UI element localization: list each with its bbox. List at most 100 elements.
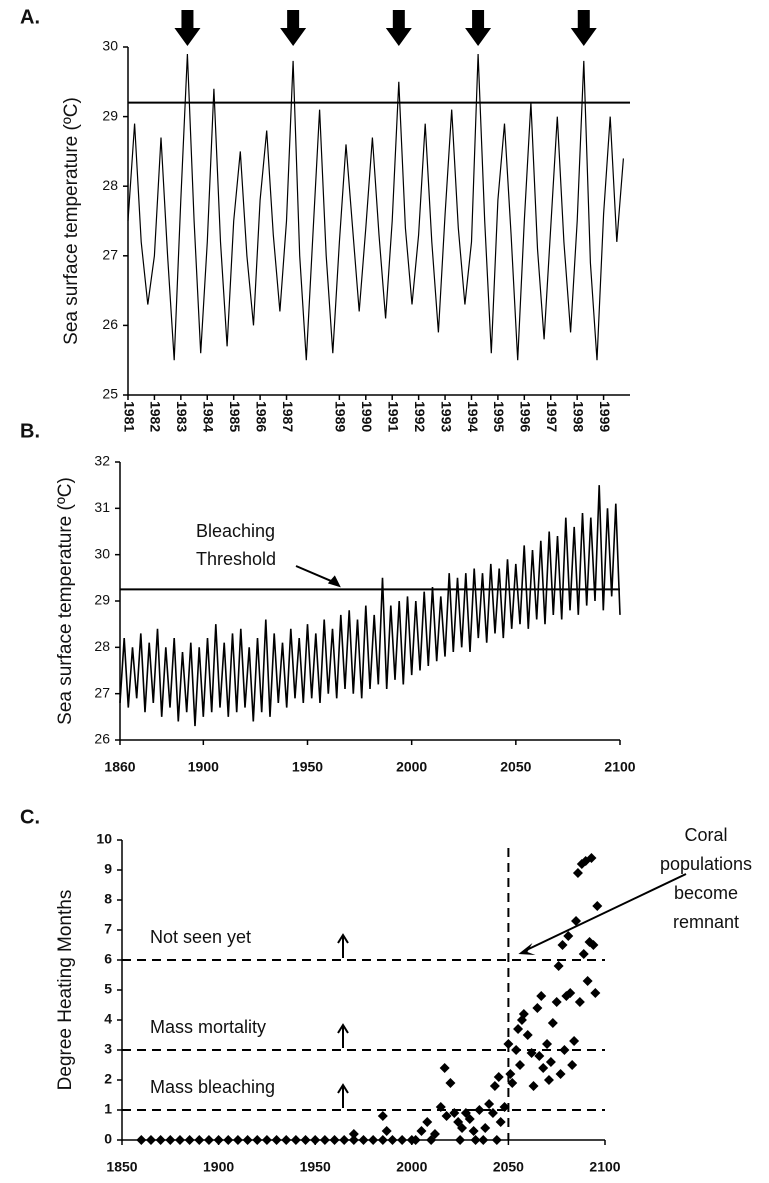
dhm-point <box>551 997 562 1007</box>
x-tick-label: 2050 <box>500 759 531 775</box>
y-tick-label: 26 <box>102 316 118 332</box>
y-axis-label: Degree Heating Months <box>55 890 76 1091</box>
panel-label: A. <box>20 6 40 28</box>
dhm-point <box>572 868 583 878</box>
dhm-point <box>464 1114 475 1124</box>
x-tick-label: 2000 <box>396 759 427 775</box>
dhm-point <box>526 1048 537 1058</box>
up-arrow-head <box>337 1083 349 1094</box>
x-tick-label: 1998 <box>570 401 586 432</box>
bleaching-arrow <box>280 10 307 46</box>
dhm-point <box>387 1135 398 1145</box>
x-tick-label: 1993 <box>438 401 454 432</box>
sst-line <box>119 485 621 727</box>
y-tick-label: 10 <box>96 831 112 847</box>
y-tick-label: 6 <box>104 951 112 967</box>
dhm-point <box>319 1135 330 1145</box>
dhm-point <box>518 1009 529 1019</box>
dhm-point <box>538 1063 549 1073</box>
x-tick-label: 1850 <box>106 1159 137 1175</box>
dhm-point <box>223 1135 234 1145</box>
dhm-point <box>410 1135 421 1145</box>
y-tick-label: 30 <box>102 38 118 54</box>
dhm-point <box>184 1135 195 1145</box>
x-tick-label: 1986 <box>253 401 269 432</box>
annotation-arrow <box>523 873 687 952</box>
annotation: populations <box>660 854 752 874</box>
dhm-point <box>145 1135 156 1145</box>
dhm-point <box>592 901 603 911</box>
x-tick-label: 1991 <box>386 401 402 432</box>
x-tick-label: 1985 <box>227 401 243 432</box>
dhm-point <box>513 1024 524 1034</box>
dhm-point <box>455 1135 466 1145</box>
dhm-point <box>567 1060 578 1070</box>
y-tick-label: 30 <box>94 545 110 561</box>
dhm-point <box>487 1108 498 1118</box>
annotation: become <box>674 883 738 903</box>
dhm-point <box>348 1135 359 1145</box>
x-tick-label: 2100 <box>604 759 635 775</box>
x-tick-label: 1990 <box>359 401 375 432</box>
x-tick-label: 1982 <box>148 401 164 432</box>
bleaching-arrow <box>385 10 412 46</box>
dhm-point <box>503 1039 514 1049</box>
x-tick-label: 1983 <box>174 401 190 432</box>
dhm-point <box>136 1135 147 1145</box>
panel-label: B. <box>20 420 40 442</box>
dhm-point <box>532 1003 543 1013</box>
bleaching-arrow <box>570 10 597 46</box>
y-tick-label: 28 <box>102 177 118 193</box>
x-tick-label: 1999 <box>597 401 613 432</box>
up-arrow-head <box>337 1023 349 1034</box>
dhm-point <box>534 1051 545 1061</box>
dhm-point <box>416 1126 427 1136</box>
y-tick-label: 26 <box>94 731 110 747</box>
x-tick-label: 1994 <box>465 401 481 432</box>
y-axis-label: Sea surface temperature (ºC) <box>61 97 82 345</box>
dhm-point <box>203 1135 214 1145</box>
dhm-point <box>499 1102 510 1112</box>
panel-label: C. <box>20 806 40 828</box>
dhm-point <box>528 1081 539 1091</box>
dhm-point <box>582 976 593 986</box>
x-tick-label: 1997 <box>544 401 560 432</box>
x-tick-label: 2050 <box>493 1159 524 1175</box>
dhm-point <box>457 1123 468 1133</box>
dhm-point <box>588 940 599 950</box>
dhm-point <box>449 1108 460 1118</box>
dhm-point <box>522 1030 533 1040</box>
threshold-label: Bleaching <box>196 521 275 541</box>
dhm-point <box>261 1135 272 1145</box>
bleaching-arrow <box>174 10 201 46</box>
dhm-point <box>545 1057 556 1067</box>
threshold-label: Threshold <box>196 549 276 569</box>
dhm-point <box>507 1078 518 1088</box>
dhm-point <box>242 1135 253 1145</box>
x-tick-label: 1984 <box>201 401 217 432</box>
x-tick-label: 1996 <box>518 401 534 432</box>
dhm-point <box>559 1045 570 1055</box>
annotation: remnant <box>673 912 739 932</box>
arrow-head <box>327 575 341 588</box>
threshold-label: Not seen yet <box>150 927 251 947</box>
annotation: Coral <box>684 825 727 845</box>
x-tick-label: 2100 <box>589 1159 620 1175</box>
dhm-point <box>553 961 564 971</box>
dhm-point <box>542 1039 553 1049</box>
x-tick-label: 1950 <box>300 1159 331 1175</box>
dhm-point <box>281 1135 292 1145</box>
dhm-point <box>557 940 568 950</box>
dhm-point <box>470 1135 481 1145</box>
dhm-point <box>586 853 597 863</box>
dhm-point <box>468 1126 479 1136</box>
y-tick-label: 9 <box>104 861 112 877</box>
dhm-point <box>397 1135 408 1145</box>
dhm-point <box>489 1081 500 1091</box>
y-tick-label: 32 <box>94 453 110 469</box>
threshold-label: Mass mortality <box>150 1017 266 1037</box>
x-tick-label: 1992 <box>412 401 428 432</box>
dhm-point <box>435 1102 446 1112</box>
y-tick-label: 7 <box>104 921 112 937</box>
dhm-point <box>569 1036 580 1046</box>
